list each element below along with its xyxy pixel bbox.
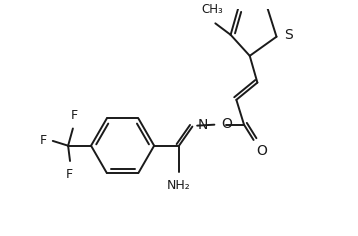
Text: F: F xyxy=(70,109,77,122)
Text: S: S xyxy=(284,28,293,42)
Text: N: N xyxy=(198,118,208,132)
Text: F: F xyxy=(66,168,73,181)
Text: F: F xyxy=(40,135,47,148)
Text: O: O xyxy=(256,144,267,158)
Text: O: O xyxy=(221,117,232,131)
Text: NH₂: NH₂ xyxy=(167,179,191,192)
Text: CH₃: CH₃ xyxy=(202,3,223,16)
